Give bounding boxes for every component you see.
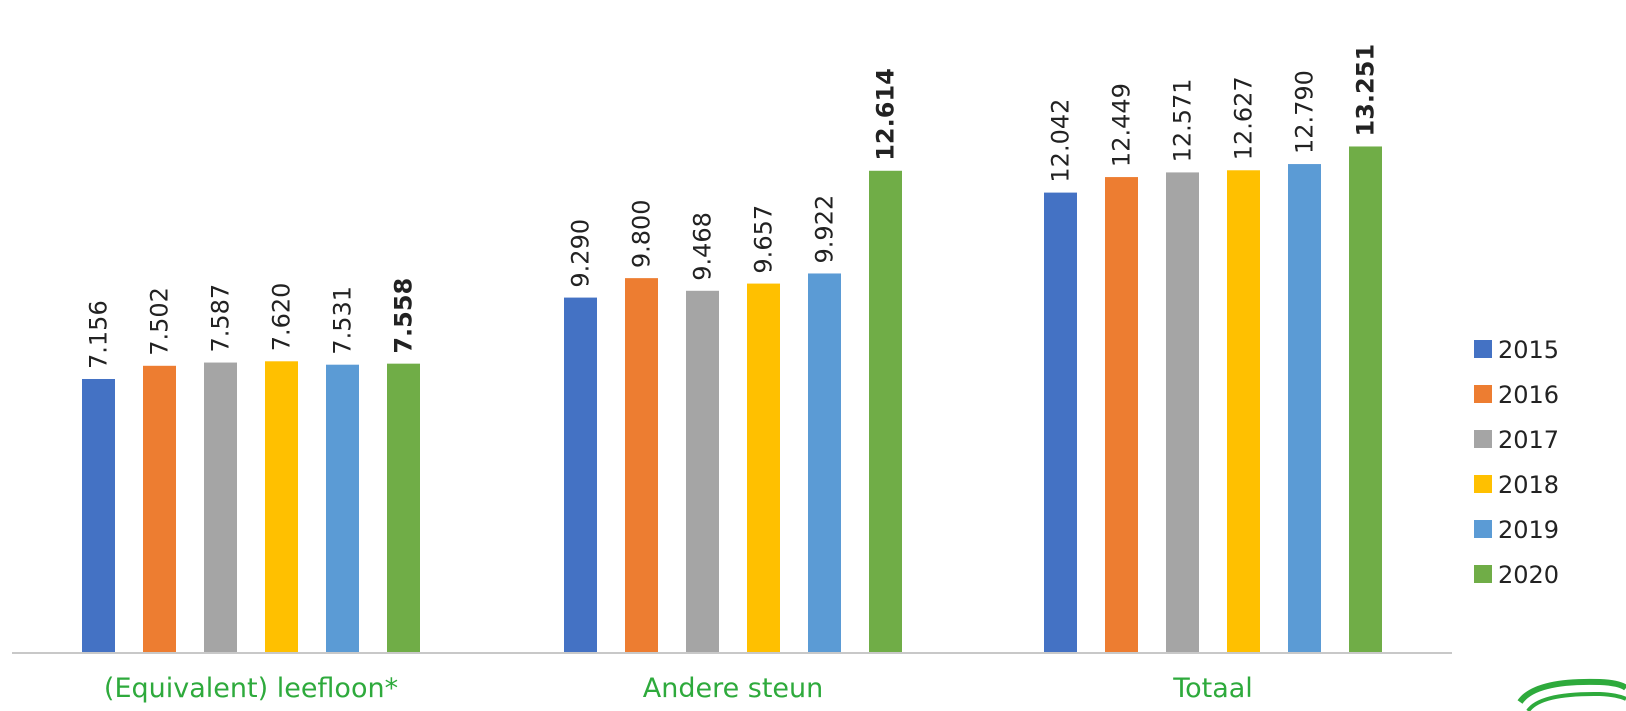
value-label-2015-1: 9.290 [567,219,595,288]
legend-swatch-2017 [1474,430,1492,448]
bar-2016-2 [1105,177,1138,652]
bars-layer [82,146,1382,653]
bar-2016-0 [143,365,176,652]
legend-swatch-2019 [1474,520,1492,538]
legend-swatch-2015 [1474,340,1492,358]
bar-2017-1 [686,290,719,652]
value-label-2020-2: 13.251 [1352,44,1380,137]
category-label-2: Totaal [1172,673,1253,704]
bar-2020-2 [1349,146,1382,652]
bar-2015-2 [1044,192,1077,652]
bar-2017-2 [1166,172,1199,652]
value-label-2019-2: 12.790 [1291,70,1319,154]
logo-mark [1517,678,1626,711]
legend-label-2015: 2015 [1498,336,1559,364]
category-label-1: Andere steun [643,673,824,704]
bar-2020-0 [387,363,420,652]
bar-2016-1 [625,278,658,652]
bar-2017-0 [204,362,237,652]
bar-2018-0 [265,361,298,652]
bar-2019-2 [1288,164,1321,652]
value-label-2019-0: 7.531 [329,286,357,355]
value-label-2017-2: 12.571 [1169,78,1197,162]
category-label-0: (Equivalent) leefloon* [104,673,398,704]
legend-label-2016: 2016 [1498,381,1559,409]
legend-swatch-2018 [1474,475,1492,493]
value-label-2017-1: 9.468 [689,212,717,281]
bar-2015-1 [564,297,597,652]
legend-swatch-2016 [1474,385,1492,403]
bar-2019-0 [326,364,359,652]
value-label-2018-1: 9.657 [750,205,778,274]
value-label-2015-0: 7.156 [85,300,113,369]
value-label-2016-1: 9.800 [628,199,656,268]
legend: 2015 2016 2017 2018 2019 2020 [1474,336,1559,589]
value-label-2018-0: 7.620 [268,283,296,352]
value-labels-layer: 7.156 7.502 7.587 7.620 7.531 7.558 9.290 9.800… [85,44,1380,369]
legend-swatch-2020 [1474,565,1492,583]
legend-label-2019: 2019 [1498,516,1559,544]
value-label-2019-1: 9.922 [811,195,839,264]
value-label-2016-2: 12.449 [1108,83,1136,167]
legend-label-2020: 2020 [1498,561,1559,589]
bar-2018-1 [747,283,780,652]
bar-2019-1 [808,273,841,652]
value-label-2015-2: 12.042 [1047,99,1075,183]
value-label-2016-0: 7.502 [146,287,174,356]
value-label-2020-0: 7.558 [390,278,418,354]
legend-label-2017: 2017 [1498,426,1559,454]
value-label-2017-0: 7.587 [207,284,235,353]
bar-2015-0 [82,378,115,652]
bar-2020-1 [869,170,902,653]
value-label-2020-1: 12.614 [872,68,900,161]
category-labels-layer: (Equivalent) leefloon* Andere steun Totaal [104,673,1253,704]
legend-label-2018: 2018 [1498,471,1559,499]
bar-2018-2 [1227,170,1260,652]
value-label-2018-2: 12.627 [1230,76,1258,160]
